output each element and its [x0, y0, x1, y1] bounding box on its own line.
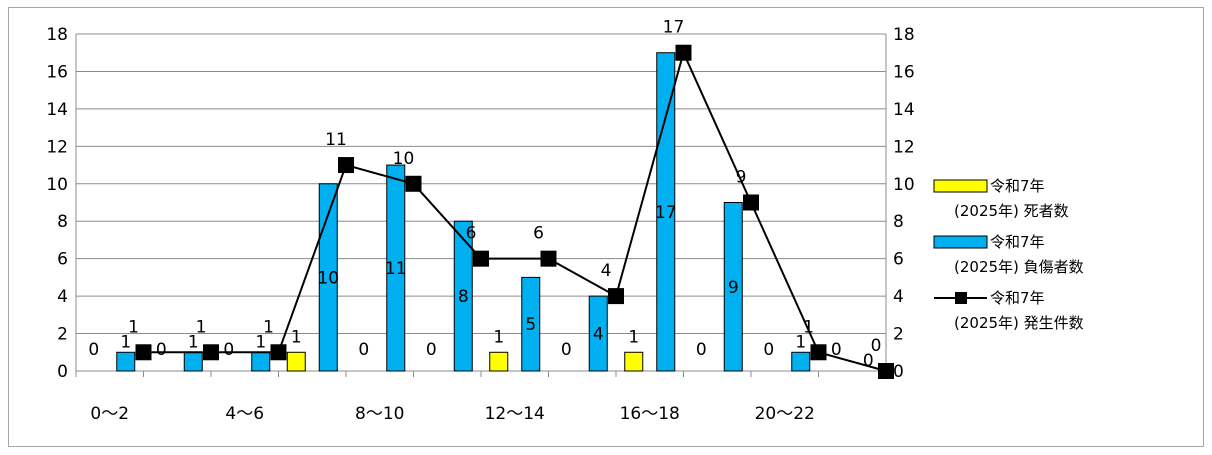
data-label-incidents: 6	[533, 224, 544, 244]
data-label-injured: 1	[795, 332, 806, 352]
incidents-marker	[878, 363, 894, 379]
y-right-tick-label: 8	[893, 212, 904, 232]
data-label-incidents: 1	[196, 317, 207, 337]
y-left-tick-label: 18	[46, 25, 68, 45]
x-tick-label: 20～22	[755, 404, 815, 424]
x-tick-label: 8～10	[355, 404, 404, 424]
bar-deaths	[489, 351, 509, 372]
data-label-deaths: 0	[561, 340, 572, 360]
y-right-tick-label: 12	[893, 137, 915, 157]
y-right-tick-label: 6	[893, 250, 904, 270]
chart-frame: 0 0 2 2 4 4 6 6 8 8 10 10 12 12 14 14 16 16 18 18 0～2 4～6 8～10…	[8, 7, 1204, 447]
data-label-incidents: 1	[263, 317, 274, 337]
data-label-incidents: 9	[736, 168, 747, 188]
incidents-marker	[473, 250, 489, 267]
data-label-incidents: 11	[325, 130, 347, 150]
data-label-incidents: 17	[663, 18, 685, 38]
y-left-tick-label: 2	[57, 325, 68, 345]
data-label-injured: 1	[120, 332, 131, 352]
data-label-deaths: 1	[291, 327, 302, 347]
data-label-injured: 5	[525, 315, 536, 335]
data-label-injured: 17	[655, 203, 677, 223]
data-label-deaths: 0	[426, 340, 437, 360]
incidents-line	[143, 49, 887, 372]
bar-injured	[521, 276, 541, 372]
data-label-incidents: 4	[601, 261, 612, 281]
data-label-deaths: 0	[223, 340, 234, 360]
y-left-tick-label: 0	[57, 362, 68, 382]
data-label-injured: 9	[728, 278, 739, 298]
data-label-deaths: 1	[493, 327, 504, 347]
y-right-tick-label: 14	[893, 100, 915, 120]
bar-injured	[588, 295, 608, 372]
y-right-tick-label: 2	[893, 325, 904, 345]
y-left-tick-label: 14	[46, 100, 68, 120]
y-left-tick-label: 12	[46, 137, 68, 157]
legend-swatch	[933, 235, 988, 249]
bar-deaths	[624, 351, 644, 372]
bar-injured	[723, 202, 743, 372]
incidents-marker	[405, 175, 422, 192]
data-label-deaths: 0	[156, 340, 167, 360]
data-label-injured: 10	[317, 268, 339, 288]
y-right-tick-label: 4	[893, 287, 904, 307]
data-label-deaths: 1	[628, 327, 639, 347]
bar-injured	[318, 183, 338, 372]
data-label-deaths: 0	[763, 340, 774, 360]
x-tick-label: 4～6	[225, 404, 264, 424]
bar-injured	[791, 351, 811, 372]
data-label-incidents: 10	[393, 149, 415, 169]
data-label-incidents: 0	[871, 336, 882, 356]
incidents-marker	[540, 250, 557, 267]
incidents-marker	[203, 344, 219, 361]
incidents-marker	[675, 44, 692, 61]
bar-injured	[116, 351, 136, 372]
y-left-tick-label: 16	[46, 62, 68, 82]
y-left-tick-label: 10	[46, 175, 68, 195]
legend-marker	[955, 292, 967, 304]
y-left-tick-label: 4	[57, 287, 68, 307]
data-label-injured: 1	[188, 332, 199, 352]
y-right-tick-label: 18	[893, 25, 915, 45]
data-label-injured: 8	[458, 287, 469, 307]
bar-injured	[183, 351, 203, 372]
data-label-injured: 0	[863, 351, 874, 371]
data-label-deaths: 0	[358, 340, 369, 360]
data-label-deaths: 0	[88, 340, 99, 360]
legend-label: 令和7年	[990, 233, 1045, 251]
incidents-marker	[608, 288, 624, 305]
incidents-marker	[270, 344, 287, 361]
legend-label: (2025年) 負傷者数	[954, 258, 1084, 276]
data-label-deaths: 0	[696, 340, 707, 360]
legend-label: (2025年) 発生件数	[954, 314, 1084, 332]
legend-label: 令和7年	[990, 177, 1045, 195]
data-label-deaths: 0	[831, 340, 842, 360]
y-left-tick-label: 6	[57, 250, 68, 270]
incidents-marker	[810, 344, 827, 361]
bar-injured	[251, 351, 271, 372]
legend-label: 令和7年	[990, 289, 1045, 307]
y-left-tick-label: 8	[57, 212, 68, 232]
incidents-marker	[338, 157, 354, 174]
bar-injured	[386, 164, 406, 372]
data-label-injured: 4	[593, 325, 604, 345]
bar-deaths	[286, 351, 306, 372]
y-right-tick-label: 0	[893, 362, 904, 382]
y-right-tick-label: 16	[893, 62, 915, 82]
x-tick-label: 16～18	[620, 404, 680, 424]
data-label-incidents: 6	[466, 224, 477, 244]
legend-swatch	[933, 179, 988, 193]
bar-injured	[453, 220, 473, 372]
legend-label: (2025年) 死者数	[954, 202, 1069, 220]
incidents-marker	[135, 344, 152, 361]
x-tick-label: 0～2	[90, 404, 129, 424]
incidents-marker	[743, 194, 759, 211]
data-label-incidents: 1	[803, 317, 814, 337]
data-label-incidents: 1	[128, 317, 139, 337]
data-label-injured: 1	[255, 332, 266, 352]
data-label-injured: 11	[385, 259, 407, 279]
y-right-tick-label: 10	[893, 175, 915, 195]
x-tick-label: 12～14	[485, 404, 545, 424]
